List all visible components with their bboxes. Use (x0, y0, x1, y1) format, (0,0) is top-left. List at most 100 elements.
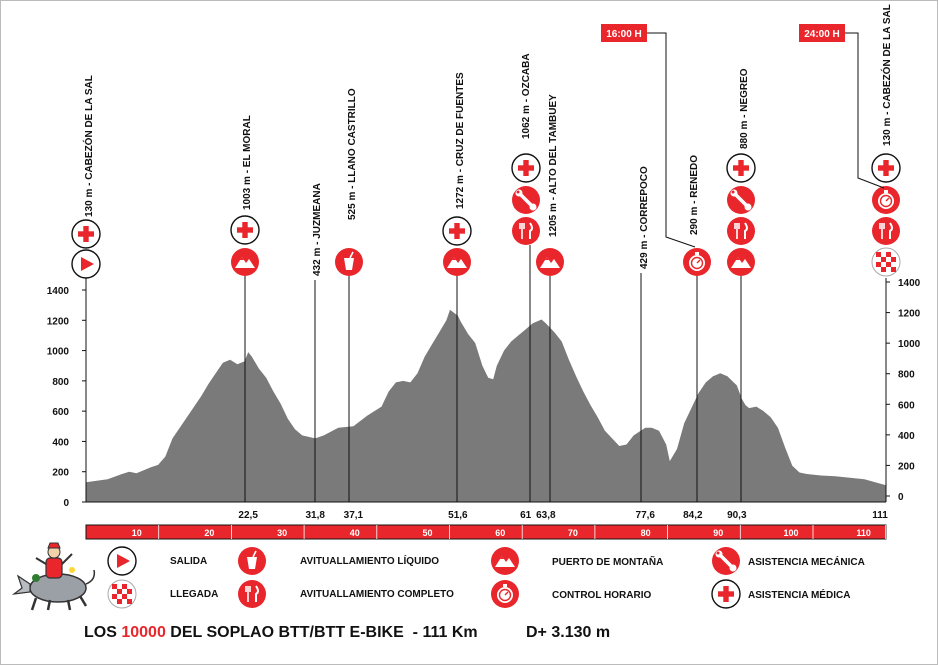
km-marker-label: 51,6 (448, 510, 468, 521)
fork-icon-bg (727, 217, 755, 245)
play-icon (71, 249, 101, 279)
km-marker-label: 22,5 (238, 510, 258, 521)
right-tick-label: 1400 (898, 278, 921, 289)
legend-medica-label: ASISTENCIA MÉDICA (748, 590, 851, 601)
mountain-icon (536, 248, 564, 276)
right-tick-label: 400 (898, 431, 915, 442)
wrench-icon (512, 186, 540, 214)
fork-icon-fork (879, 223, 885, 239)
mountain-icon-shape (495, 556, 515, 567)
right-tick-label: 200 (898, 461, 915, 472)
mountain-icon-snow (452, 257, 456, 260)
flag-icon-square (122, 584, 127, 589)
clock-icon-ring (879, 194, 893, 208)
distance-bar-label: 100 (783, 528, 798, 538)
waypoint-label: 1205 m - ALTO DEL TAMBUEY (548, 94, 559, 237)
legend-llegada-label: LLEGADA (170, 589, 219, 600)
footer-highlight-10000: 10000 (121, 624, 166, 641)
fork-icon-fork (734, 223, 740, 239)
waypoint-label: 429 m - CORREPOCO (639, 166, 650, 269)
waypoint-label: 1062 m - OZCABA (521, 53, 532, 139)
cross-icon-v (723, 586, 729, 602)
wrench-icon-tail (729, 564, 737, 572)
cup-icon-straw (349, 251, 354, 259)
flag-icon-square (881, 257, 886, 262)
distance-bar-label: 90 (713, 528, 723, 538)
km-marker-label: 84,2 (683, 510, 703, 521)
waypoint-label: 1272 m - CRUZ DE FUENTES (455, 72, 466, 209)
left-tick-label: 600 (52, 407, 69, 418)
time-tag-box (601, 24, 647, 42)
cup-icon-straw (252, 550, 257, 558)
km-marker-label: 61 (520, 510, 532, 521)
fork-icon (512, 217, 540, 245)
km-marker-label: 111 (872, 510, 888, 521)
left-tick-label: 0 (63, 498, 69, 509)
cup-icon (335, 248, 363, 276)
distance-bar-label: 50 (422, 528, 432, 538)
fork-icon-bg (238, 580, 266, 608)
legend-completo-label: AVITUALLAMIENTO COMPLETO (300, 589, 454, 600)
cross-icon (711, 579, 741, 609)
distance-bar-label: 20 (204, 528, 214, 538)
fork-icon-fork (245, 586, 251, 602)
flag-icon-square (876, 262, 881, 267)
footer-prefix: LOS (84, 624, 122, 641)
mountain-icon (491, 547, 519, 575)
mountain-icon (443, 248, 471, 276)
wrench-icon-tail (529, 203, 537, 211)
km-marker-label: 37,1 (344, 510, 364, 521)
flag-icon-square (122, 594, 127, 599)
km-marker-label: 31,8 (305, 510, 325, 521)
distance-bar-label: 70 (568, 528, 578, 538)
cup-icon (238, 547, 266, 575)
flag-icon-square (881, 267, 886, 272)
cross-icon-v (523, 160, 529, 176)
clock-icon-button (884, 190, 888, 193)
wrench-icon-handle (718, 553, 734, 569)
right-tick-label: 800 (898, 370, 915, 381)
waypoint-label: 130 m - CABEZÓN DE LA SAL (82, 75, 95, 217)
cross-icon (71, 219, 101, 249)
fork-icon-knife (529, 222, 533, 239)
right-tick-label: 1000 (898, 339, 921, 350)
fork-icon-knife (255, 585, 259, 602)
fork-icon-knife (744, 222, 748, 239)
waypoint-label: 130 m - CABEZÓN DE LA SAL (880, 4, 893, 146)
time-tag-leader (647, 32, 696, 248)
clock-icon-button (503, 584, 507, 587)
flag-icon-square (117, 589, 122, 594)
right-tick-label: 1200 (898, 309, 921, 320)
right-tick-label: 600 (898, 400, 915, 411)
wrench-icon (727, 186, 755, 214)
mountain-icon-snow (240, 257, 244, 260)
event-footer: LOS 10000 DEL SOPLAO BTT/BTT E-BIKE - 11… (84, 624, 610, 642)
wrench-icon-jaw (731, 190, 735, 194)
cross-icon-v (454, 223, 460, 239)
left-tick-label: 1200 (47, 316, 70, 327)
left-tick-label: 1400 (47, 286, 70, 297)
mountain-icon-shape (235, 257, 255, 268)
fork-icon (872, 217, 900, 245)
left-tick-label: 800 (52, 377, 69, 388)
km-marker-label: 63,8 (536, 510, 556, 521)
cross-icon-v (883, 160, 889, 176)
cross-icon (442, 216, 472, 246)
mountain-icon-shape (731, 257, 751, 268)
distance-bar-label: 30 (277, 528, 287, 538)
footer-title: DEL SOPLAO BTT/BTT E-BIKE - 111 Km (165, 624, 478, 641)
distance-bar-label: 60 (495, 528, 505, 538)
play-icon (107, 546, 137, 576)
waypoint-label: 880 m - NEGREO (739, 68, 750, 149)
time-tag-label: 24:00 H (804, 29, 840, 40)
clock-icon-ring (690, 256, 704, 270)
cup-icon-body (344, 258, 354, 270)
play-icon-triangle (117, 554, 130, 568)
mountain-icon (727, 248, 755, 276)
right-tick-label: 0 (898, 492, 904, 503)
waypoint-label: 1003 m - EL MORAL (242, 115, 253, 210)
footer-elevation-gain: D+ 3.130 m (526, 624, 611, 641)
cross-icon (726, 153, 756, 183)
cross-icon (871, 153, 901, 183)
mountain-icon-snow (545, 257, 549, 260)
